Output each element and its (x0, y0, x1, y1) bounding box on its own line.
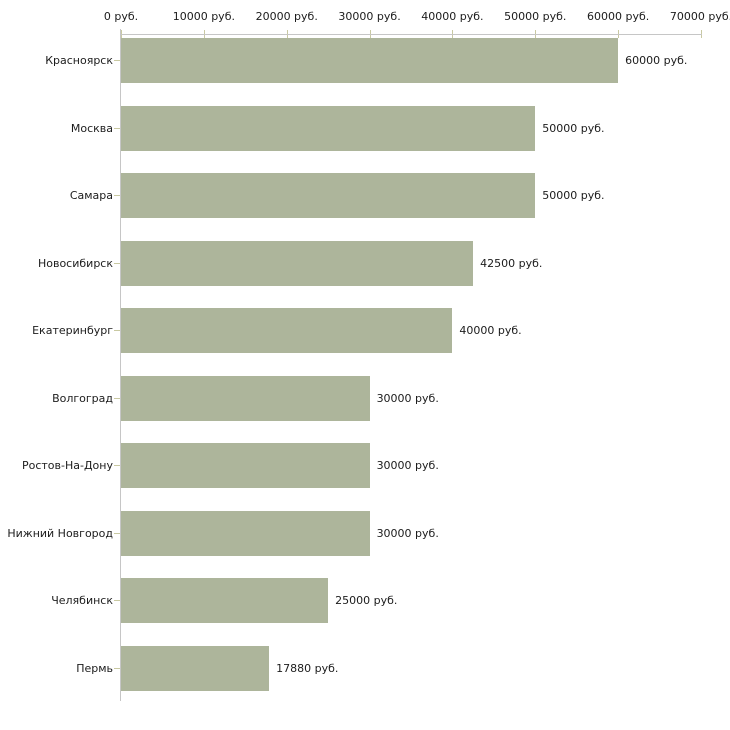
category-label: Самара (69, 189, 113, 202)
bar-value-label: 40000 руб. (459, 324, 522, 337)
category-label: Пермь (76, 661, 113, 675)
y-axis-tick-mark (114, 127, 120, 129)
category-label: Челябинск (51, 594, 113, 607)
bar-Красноярск (121, 38, 619, 83)
y-axis-tick-mark (114, 60, 120, 61)
bar-value-label: 50000 руб. (542, 121, 605, 135)
category-label: Екатеринбург (32, 324, 113, 337)
bar-Екатеринбург (121, 308, 453, 353)
y-axis-tick-mark (114, 465, 120, 466)
y-axis-tick-mark (114, 600, 120, 601)
bar-value-label: 60000 руб. (625, 54, 688, 67)
y-axis-tick-mark (114, 262, 120, 264)
y-axis-tick-mark (114, 397, 120, 399)
x-axis-tick-label: 0 руб. (103, 10, 139, 23)
x-axis-tick-label: 50000 руб. (504, 10, 567, 23)
x-axis-tick-label: 10000 руб. (172, 10, 235, 23)
x-axis-line (120, 34, 702, 35)
x-axis-tick-label: 40000 руб. (421, 10, 484, 23)
bar-value-label: 42500 руб. (480, 256, 543, 270)
category-label: Ростов-На-Дону (21, 459, 113, 472)
y-axis-tick-mark (114, 532, 120, 534)
y-axis-tick-mark (114, 195, 120, 196)
bar-Самара (121, 173, 536, 218)
bar-value-label: 30000 руб. (376, 459, 439, 472)
bar-Москва (121, 105, 536, 151)
category-label: Москва (70, 121, 113, 135)
y-axis-tick-mark (114, 667, 120, 669)
x-axis-tick-label: 70000 руб. (669, 10, 730, 23)
bar-value-label: 17880 руб. (276, 661, 339, 675)
bar-value-label: 25000 руб. (335, 594, 398, 607)
category-label: Нижний Новгород (7, 526, 113, 540)
x-axis-tick-label: 20000 руб. (255, 10, 318, 23)
bar-Нижний Новгород (121, 510, 370, 556)
x-axis-tick-label: 60000 руб. (587, 10, 650, 23)
bar-Пермь (121, 645, 270, 691)
bar-value-label: 30000 руб. (376, 391, 439, 405)
x-axis-tick-label: 30000 руб. (338, 10, 401, 23)
bar-value-label: 30000 руб. (376, 526, 439, 540)
category-label: Красноярск (45, 54, 113, 67)
y-axis-line (120, 29, 121, 701)
y-axis-tick-mark (114, 330, 120, 331)
bar-Ростов-На-Дону (121, 443, 370, 488)
bar-Новосибирск (121, 240, 474, 286)
bar-value-label: 50000 руб. (542, 189, 605, 202)
bar-Челябинск (121, 578, 329, 623)
bar-Волгоград (121, 375, 370, 421)
category-label: Волгоград (52, 391, 113, 405)
category-label: Новосибирск (37, 256, 113, 270)
